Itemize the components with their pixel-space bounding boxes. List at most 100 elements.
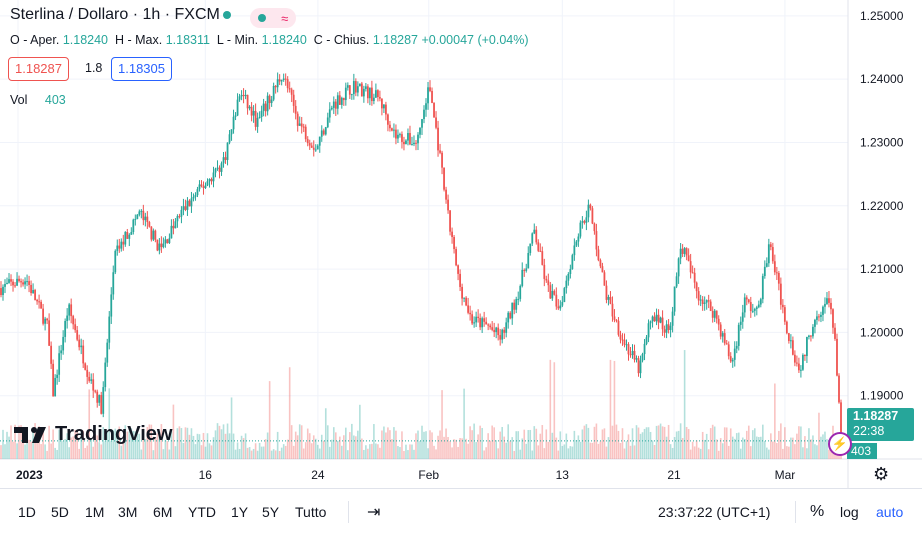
volume-bar	[764, 440, 766, 459]
volume-bar	[58, 429, 60, 459]
range-6m[interactable]: 6M	[153, 504, 173, 520]
volume-bar	[461, 438, 463, 459]
volume-bar	[178, 426, 181, 459]
candle-body	[415, 142, 417, 144]
candle-body	[180, 209, 183, 217]
candle-body	[715, 310, 718, 319]
range-1m[interactable]: 1M	[85, 504, 105, 520]
candle-body	[783, 307, 786, 322]
volume-bar	[318, 448, 321, 459]
volume-bar	[202, 432, 205, 459]
candle-body	[695, 282, 698, 292]
lightning-icon[interactable]: ⚡	[828, 432, 852, 456]
volume-bar	[42, 430, 44, 459]
candle-body	[202, 186, 205, 189]
volume-bar	[477, 434, 479, 459]
symbol-title[interactable]: Sterlina / Dollaro · 1h · FXCM	[10, 6, 220, 23]
volume-bar	[248, 447, 251, 459]
volume-bar	[663, 426, 666, 459]
x-tick-label: Feb	[418, 468, 439, 482]
volume-bar	[737, 432, 740, 459]
volume-bar	[695, 440, 698, 459]
volume-bar	[683, 350, 686, 459]
tradingview-logo-icon	[14, 426, 46, 443]
volume-bar	[824, 431, 826, 459]
volume-bar	[731, 436, 734, 459]
volume-bar	[421, 425, 423, 459]
log-toggle[interactable]: log	[840, 504, 859, 520]
candle-body	[403, 141, 405, 145]
volume-bar	[4, 444, 6, 459]
range-1d[interactable]: 1D	[18, 504, 36, 520]
volume-bar	[647, 427, 650, 459]
candle-body	[745, 297, 748, 300]
candle-body	[605, 285, 608, 300]
candle-body	[475, 316, 478, 323]
range-5y[interactable]: 5Y	[262, 504, 280, 520]
volume-bar	[298, 424, 301, 459]
volume-bar	[18, 425, 20, 459]
volume-bar	[679, 423, 682, 459]
volume-bar	[30, 441, 32, 459]
clock[interactable]: 23:37:22 (UTC+1)	[658, 504, 771, 520]
candle-body	[176, 216, 179, 222]
volume-bar	[369, 444, 371, 459]
volume-bar	[86, 445, 89, 459]
candle-body	[258, 116, 261, 118]
candle-body	[773, 261, 776, 273]
candle-body	[685, 248, 688, 256]
goto-date-icon[interactable]: ⇥	[367, 504, 381, 521]
sell-button[interactable]: 1.18287	[8, 57, 69, 81]
data-badge[interactable]: ≈	[250, 8, 296, 28]
volume-bar	[601, 429, 604, 459]
candle-body	[613, 316, 616, 320]
auto-toggle[interactable]: auto	[876, 504, 904, 520]
candle-body	[445, 189, 447, 200]
percent-toggle[interactable]: %	[810, 503, 825, 520]
volume-bar	[172, 404, 175, 459]
candle-body	[753, 308, 756, 311]
candle-body	[797, 363, 800, 371]
volume-bar	[36, 434, 38, 459]
volume-bar	[391, 439, 393, 459]
volume-bar	[768, 449, 770, 459]
range-1y[interactable]: 1Y	[231, 504, 249, 520]
volume-bar	[529, 429, 532, 459]
volume-bar	[794, 444, 796, 459]
volume-bar	[505, 442, 508, 459]
volume-bar	[816, 445, 818, 459]
candle-body	[509, 312, 512, 319]
range-3m[interactable]: 3M	[118, 504, 138, 520]
candle-body	[166, 239, 169, 244]
volume-bar	[216, 423, 219, 459]
candle-body	[368, 87, 371, 99]
volume-bar	[158, 431, 161, 459]
tradingview-logo[interactable]: TradingView	[14, 423, 172, 446]
candle-body	[352, 81, 355, 95]
volume-bar	[2, 429, 4, 459]
buy-button[interactable]: 1.18305	[111, 57, 172, 81]
candle-body	[266, 95, 269, 112]
candle-body	[717, 318, 720, 325]
volume-bar	[645, 427, 648, 459]
volume-bar	[758, 437, 760, 459]
candle-body	[824, 303, 826, 307]
volume-bar	[387, 427, 389, 459]
price-chart[interactable]: 1.19000 1.20000 1.21000 1.22000 1.23000 1.240…	[0, 0, 922, 488]
volume-bar	[292, 445, 295, 459]
range-5d[interactable]: 5D	[51, 504, 69, 520]
candle-body	[108, 316, 111, 343]
range-all[interactable]: Tutto	[295, 504, 327, 520]
volume-bar	[192, 435, 195, 459]
volume-bar	[417, 430, 419, 459]
candle-body	[793, 354, 796, 363]
candle-body	[789, 340, 792, 342]
volume-bar	[128, 431, 131, 459]
volume-bar	[435, 449, 437, 459]
candle-body	[633, 350, 636, 360]
volume-bar	[547, 441, 550, 459]
candle-body	[603, 272, 606, 286]
gear-icon[interactable]: ⚙	[873, 464, 890, 484]
volume-bar	[240, 435, 243, 459]
range-ytd[interactable]: YTD	[188, 504, 216, 520]
